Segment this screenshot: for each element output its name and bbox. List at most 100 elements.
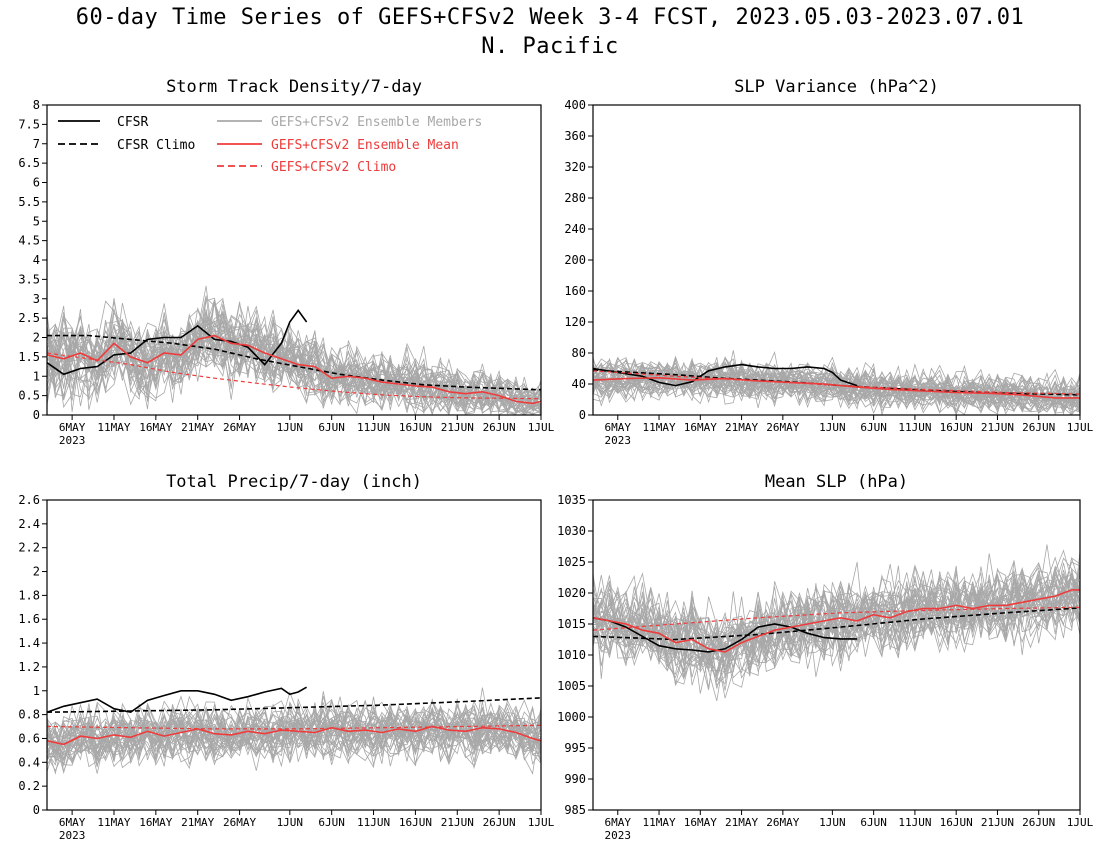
panel-title: SLP Variance (hPa^2) [734, 77, 939, 97]
y-tick-label: 4.5 [18, 234, 40, 248]
x-tick-label: 21MAY [725, 421, 758, 434]
legend-members-label: GEFS+CFSv2 Ensemble Members [271, 115, 482, 130]
cfsr-climo-line [47, 334, 542, 391]
x-tick-label: 11MAY [642, 816, 675, 829]
x-tick-label: 16MAY [684, 816, 717, 829]
x-tick-label: 1JUN [277, 816, 304, 829]
cfsr-line [46, 309, 308, 376]
cfsr-climo-line [592, 607, 1081, 641]
x-tick-label: 6MAY [605, 421, 632, 434]
y-tick-label: 0.4 [18, 755, 40, 769]
y-tick-label: 3.5 [18, 272, 40, 286]
y-tick-label: 0 [33, 408, 40, 422]
ensemble-member-line [47, 687, 541, 768]
gefs-climo-line [592, 370, 1081, 395]
x-tick-label: 21JUN [981, 421, 1014, 434]
chart-panel-4: Mean SLP (hPa) 985 990 995 1000 1005 1010 1015 1… [557, 472, 1094, 842]
x-tick-label: 11MAY [642, 421, 675, 434]
y-tick-label: 1005 [557, 679, 586, 693]
y-tick-label: 1000 [557, 710, 586, 724]
ensemble-member-line [593, 360, 1080, 413]
ensemble-mean-line [46, 334, 542, 405]
x-tick-label: 6JUN [860, 816, 887, 829]
y-tick-label: 990 [564, 772, 586, 786]
y-tick-label: 6.5 [18, 156, 40, 170]
y-tick-label: 200 [564, 253, 586, 267]
ensemble-mean-line [46, 725, 542, 746]
chart-panel-3: Total Precip/7-day (inch)00.20.40.60.811… [18, 472, 554, 842]
ensemble-member-line [593, 357, 1080, 415]
x-tick-label: 21JUN [441, 421, 474, 434]
x-tick-label: 16JUN [940, 816, 973, 829]
y-tick-label: 1.6 [18, 612, 40, 626]
y-tick-label: 2.4 [18, 517, 40, 531]
y-tick-label: 2.2 [18, 541, 40, 555]
panel-title: Storm Track Density/7-day [166, 77, 422, 97]
y-tick-label: 7 [33, 137, 40, 151]
y-tick-label: 0 [579, 408, 586, 422]
x-tick-label: 11JUN [357, 421, 390, 434]
y-tick-label: 80 [572, 346, 586, 360]
y-tick-label: 995 [564, 741, 586, 755]
x-tick-label: 16MAY [139, 421, 172, 434]
y-tick-label: 2.6 [18, 493, 40, 507]
cfsr-line [592, 363, 858, 387]
y-tick-label: 0 [33, 803, 40, 817]
y-tick-label: 120 [564, 315, 586, 329]
y-tick-label: 0.5 [18, 389, 40, 403]
y-tick-label: 1025 [557, 555, 586, 569]
y-tick-label: 0.2 [18, 779, 40, 793]
main-title-line1: 60-day Time Series of GEFS+CFSv2 Week 3-… [75, 5, 1025, 30]
chart-panel-2: SLP Variance (hPa^2) 0 40 80 120 160 200 240 280… [564, 77, 1093, 447]
y-tick-label: 1 [33, 369, 40, 383]
y-tick-label: 8 [33, 98, 40, 112]
y-tick-label: 240 [564, 222, 586, 236]
y-tick-label: 2 [33, 331, 40, 345]
y-tick-label: 1.5 [18, 350, 40, 364]
x-tick-label: 26MAY [223, 421, 256, 434]
chart-panel-1: Storm Track Density/7-day 0 0.5 1 1.5 2 2.5 3 3.… [18, 77, 554, 447]
x-year-label: 2023 [605, 434, 632, 447]
x-tick-label: 6MAY [605, 816, 632, 829]
panel-title: Mean SLP (hPa) [765, 472, 908, 492]
x-tick-label: 26JUN [1022, 816, 1055, 829]
y-tick-label: 4 [33, 253, 40, 267]
y-tick-label: 5 [33, 214, 40, 228]
y-tick-label: 1010 [557, 648, 586, 662]
y-tick-label: 7.5 [18, 117, 40, 131]
y-tick-label: 40 [572, 377, 586, 391]
x-tick-label: 11JUN [898, 421, 931, 434]
main-title: 60-day Time Series of GEFS+CFSv2 Week 3-… [0, 3, 1100, 61]
ensemble-member-line [47, 300, 541, 415]
main-title-line2: N. Pacific [481, 34, 619, 59]
legend-ens-mean-label: GEFS+CFSv2 Ensemble Mean [271, 138, 459, 153]
x-tick-label: 11JUN [898, 816, 931, 829]
x-tick-label: 1JUL [1067, 421, 1094, 434]
y-tick-label: 1 [33, 684, 40, 698]
y-tick-label: 5.5 [18, 195, 40, 209]
y-tick-label: 1.8 [18, 588, 40, 602]
y-tick-label: 360 [564, 129, 586, 143]
x-tick-label: 1JUN [277, 421, 304, 434]
x-tick-label: 26JUN [483, 421, 516, 434]
x-tick-label: 1JUL [1067, 816, 1094, 829]
ensemble-members [593, 544, 1080, 702]
y-tick-label: 0.8 [18, 708, 40, 722]
ensemble-member-line [47, 309, 541, 415]
x-year-label: 2023 [59, 434, 86, 447]
ensemble-member-line [47, 302, 541, 415]
x-tick-label: 21JUN [441, 816, 474, 829]
y-tick-label: 1.2 [18, 660, 40, 674]
ensemble-member-line [593, 570, 1080, 699]
x-tick-label: 1JUL [528, 421, 555, 434]
ensemble-member-line [47, 698, 541, 767]
y-tick-label: 1035 [557, 493, 586, 507]
ensemble-members [47, 285, 541, 415]
ensemble-member-line [47, 301, 541, 413]
ensemble-member-line [47, 298, 541, 410]
y-tick-label: 3 [33, 292, 40, 306]
ensemble-member-line [47, 311, 541, 415]
ensemble-members [47, 687, 541, 775]
y-tick-label: 1020 [557, 586, 586, 600]
legend: CFSR CFSR Climo GEFS+CFSv2 Ensemble Member… [58, 115, 482, 175]
